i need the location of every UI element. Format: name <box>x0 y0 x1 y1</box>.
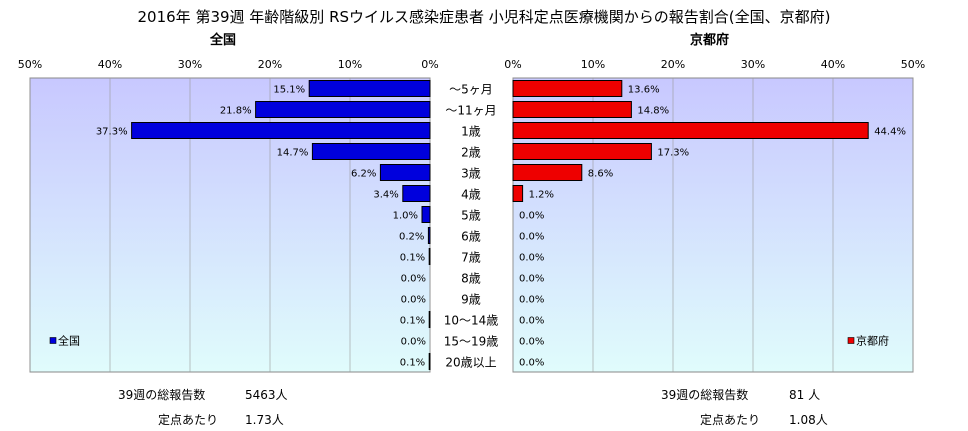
kyoto-data-label: 0.0% <box>519 295 544 306</box>
kyoto-bar <box>512 185 524 202</box>
kyoto-data-label: 44.4% <box>874 127 906 138</box>
kyoto-per-value: 1.08人 <box>789 413 828 427</box>
national-bar <box>427 227 431 244</box>
national-bar <box>428 353 431 370</box>
category-label: 15～19歳 <box>444 335 499 349</box>
x-tick-label: 10% <box>581 58 605 71</box>
national-bar <box>421 206 431 223</box>
kyoto-bar <box>512 122 869 139</box>
national-data-label: 0.0% <box>401 274 426 285</box>
category-label: 4歳 <box>461 188 481 202</box>
x-tick-label: 50% <box>18 58 42 71</box>
kyoto-legend-label: 京都府 <box>856 334 889 348</box>
x-tick-label: 20% <box>661 58 685 71</box>
x-tick-label: 10% <box>338 58 362 71</box>
x-tick-label: 0% <box>421 58 438 71</box>
national-data-label: 0.1% <box>400 358 425 369</box>
category-label: ～5ヶ月 <box>449 83 493 97</box>
national-per-value: 1.73人 <box>245 413 284 427</box>
national-data-label: 6.2% <box>351 169 376 180</box>
national-data-label: 0.2% <box>399 232 424 243</box>
national-legend-label: 全国 <box>58 334 80 348</box>
national-per-label: 定点あたり <box>158 413 219 427</box>
kyoto-bar <box>512 80 623 97</box>
category-label: 5歳 <box>461 209 481 223</box>
kyoto-data-label: 8.6% <box>588 169 613 180</box>
national-bar <box>428 248 431 265</box>
category-label: 1歳 <box>461 125 481 139</box>
kyoto-data-label: 0.0% <box>519 337 544 348</box>
national-data-label: 21.8% <box>220 106 252 117</box>
chart-title: 2016年 第39週 年齢階級別 RSウイルス感染症患者 小児科定点医療機関から… <box>137 8 831 26</box>
category-label: 20歳以上 <box>445 356 496 370</box>
kyoto-data-label: 0.0% <box>519 274 544 285</box>
national-data-label: 0.1% <box>400 253 425 264</box>
national-bar <box>131 122 431 139</box>
national-legend-swatch <box>49 337 57 344</box>
category-label: 3歳 <box>461 167 481 181</box>
national-bar <box>311 143 431 160</box>
category-label: 8歳 <box>461 272 481 286</box>
x-tick-label: 30% <box>178 58 202 71</box>
kyoto-subtitle: 京都府 <box>690 33 730 48</box>
kyoto-total-value: 81 人 <box>789 388 821 402</box>
national-data-label: 0.0% <box>401 295 426 306</box>
x-tick-label: 30% <box>741 58 765 71</box>
national-bar <box>428 311 431 328</box>
kyoto-data-label: 14.8% <box>637 106 669 117</box>
kyoto-legend-swatch <box>847 337 855 344</box>
national-data-label: 14.7% <box>277 148 309 159</box>
kyoto-data-label: 0.0% <box>519 232 544 243</box>
kyoto-data-label: 17.3% <box>657 148 689 159</box>
national-data-label: 1.0% <box>393 211 418 222</box>
category-label: 9歳 <box>461 293 481 307</box>
kyoto-per-label: 定点あたり <box>700 413 761 427</box>
x-tick-label: 50% <box>901 58 925 71</box>
national-subtitle: 全国 <box>210 33 237 48</box>
kyoto-data-label: 0.0% <box>519 211 544 222</box>
x-tick-label: 40% <box>821 58 845 71</box>
category-label: 6歳 <box>461 230 481 244</box>
kyoto-bar <box>512 101 632 118</box>
x-tick-label: 20% <box>258 58 282 71</box>
national-total-label: 39週の総報告数 <box>118 388 206 402</box>
kyoto-data-label: 1.2% <box>529 190 554 201</box>
national-data-label: 15.1% <box>273 85 305 96</box>
kyoto-data-label: 0.0% <box>519 253 544 264</box>
kyoto-bar <box>512 143 652 160</box>
category-label: 7歳 <box>461 251 481 265</box>
category-label: 10～14歳 <box>444 314 499 328</box>
kyoto-total-label: 39週の総報告数 <box>661 388 749 402</box>
national-total-value: 5463人 <box>245 388 288 402</box>
national-bar <box>379 164 431 181</box>
national-bar <box>255 101 431 118</box>
kyoto-data-label: 0.0% <box>519 358 544 369</box>
national-bar <box>308 80 431 97</box>
national-data-label: 0.0% <box>401 337 426 348</box>
category-label: 2歳 <box>461 146 481 160</box>
kyoto-data-label: 0.0% <box>519 316 544 327</box>
x-tick-label: 0% <box>504 58 521 71</box>
national-data-label: 37.3% <box>96 127 128 138</box>
x-tick-label: 40% <box>98 58 122 71</box>
category-label: ～11ヶ月 <box>445 104 496 118</box>
national-data-label: 0.1% <box>400 316 425 327</box>
kyoto-bar <box>512 164 583 181</box>
kyoto-data-label: 13.6% <box>628 85 660 96</box>
national-bar <box>402 185 431 202</box>
national-data-label: 3.4% <box>373 190 398 201</box>
